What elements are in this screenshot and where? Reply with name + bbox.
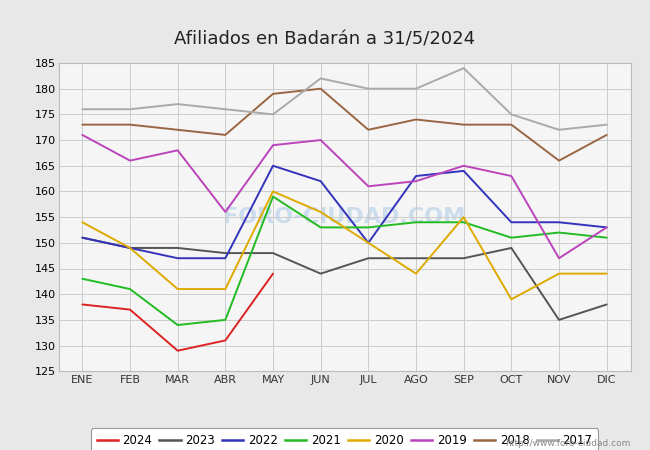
- Text: http://www.foro-ciudad.com: http://www.foro-ciudad.com: [505, 439, 630, 448]
- Text: FORO-CIUDAD.COM: FORO-CIUDAD.COM: [224, 207, 465, 227]
- Text: Afiliados en Badarán a 31/5/2024: Afiliados en Badarán a 31/5/2024: [174, 31, 476, 49]
- Legend: 2024, 2023, 2022, 2021, 2020, 2019, 2018, 2017: 2024, 2023, 2022, 2021, 2020, 2019, 2018…: [90, 428, 599, 450]
